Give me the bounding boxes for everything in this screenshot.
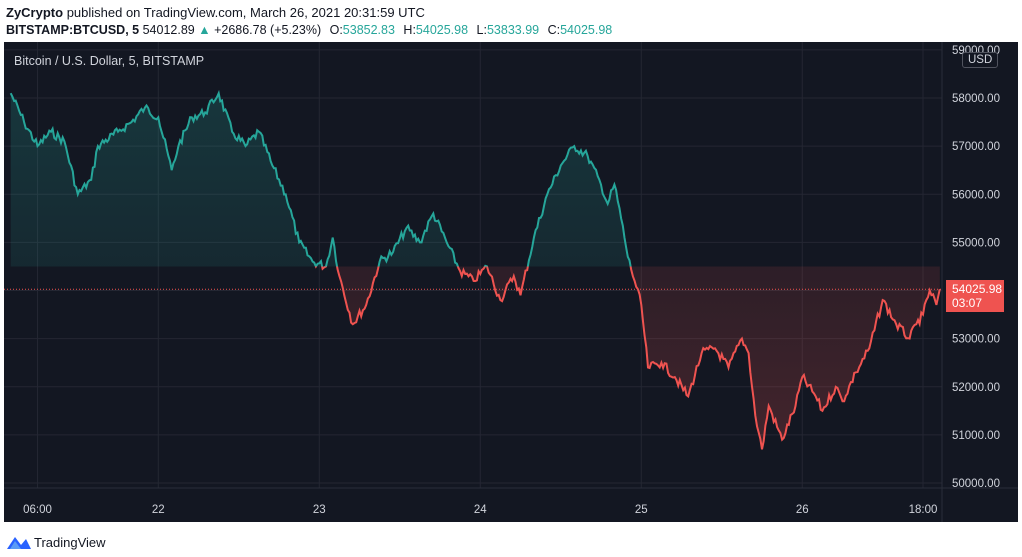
time-axis-tick-label: 18:00 — [909, 504, 938, 516]
time-axis-tick-label: 26 — [796, 504, 809, 516]
price-axis-tick-label: 55000.00 — [952, 237, 1000, 249]
tradingview-brand[interactable]: TradingView — [34, 535, 106, 550]
price-line-above-baseline — [9, 89, 632, 267]
price-line-below-baseline — [314, 266, 941, 450]
time-axis-tick-label: 06:00 — [23, 504, 52, 516]
tradingview-logo-icon[interactable] — [6, 534, 32, 550]
last-value: 54012.89 — [142, 23, 195, 37]
last-price-value: 54025.98 — [952, 282, 1003, 296]
high-value: 54025.98 — [415, 23, 469, 37]
price-chart[interactable]: 50000.0051000.0052000.0053000.0054000.00… — [4, 42, 1018, 522]
close-label: C: — [547, 23, 561, 37]
time-axis-tick-label: 24 — [474, 504, 487, 516]
time-axis-tick-label: 22 — [152, 504, 165, 516]
open-value: 53852.83 — [342, 23, 395, 37]
time-axis-tick-label: 23 — [313, 504, 326, 516]
publication-line: ZyCrypto published on TradingView.com, M… — [6, 5, 425, 20]
open-label: O: — [329, 23, 343, 37]
price-axis-tick-label: 51000.00 — [952, 430, 1000, 442]
publication-header: ZyCrypto published on TradingView.com, M… — [4, 2, 1018, 42]
low-label: L: — [476, 23, 487, 37]
chart-title: Bitcoin / U.S. Dollar, 5, BITSTAMP — [14, 54, 205, 68]
price-axis-tick-label: 50000.00 — [952, 478, 1000, 490]
area-fill-above-baseline — [10, 93, 631, 267]
price-axis-tick-label: 56000.00 — [952, 189, 1000, 201]
price-axis-tick-label: 52000.00 — [952, 382, 1000, 394]
author-name[interactable]: ZyCrypto — [6, 5, 64, 20]
close-value: 54025.98 — [560, 23, 613, 37]
last-price-label: 54025.98 03:07 — [946, 280, 1004, 312]
price-axis-tick-label: 53000.00 — [952, 334, 1000, 346]
countdown-timer: 03:07 — [952, 296, 983, 310]
change-value: +2686.78 (+5.23%) — [214, 23, 322, 37]
footer: TradingView — [4, 530, 304, 554]
time-axis-tick-label: 25 — [635, 504, 648, 516]
area-fill-below-baseline — [10, 266, 940, 450]
price-axis-tick-label: 57000.00 — [952, 141, 1000, 153]
symbol-label: BITSTAMP:BTCUSD, 5 — [6, 23, 140, 37]
price-axis-tick-label: 58000.00 — [952, 93, 1000, 105]
high-label: H: — [403, 23, 416, 37]
low-value: 53833.99 — [486, 23, 540, 37]
triangle-up-icon: ▲ — [198, 23, 211, 37]
quote-line: BITSTAMP:BTCUSD, 5 54012.89 ▲ +2686.78 (… — [6, 23, 612, 37]
chart-area[interactable]: 50000.0051000.0052000.0053000.0054000.00… — [4, 42, 1018, 522]
published-text: published on TradingView.com, March 26, … — [66, 5, 425, 20]
currency-button[interactable]: USD — [962, 52, 999, 68]
